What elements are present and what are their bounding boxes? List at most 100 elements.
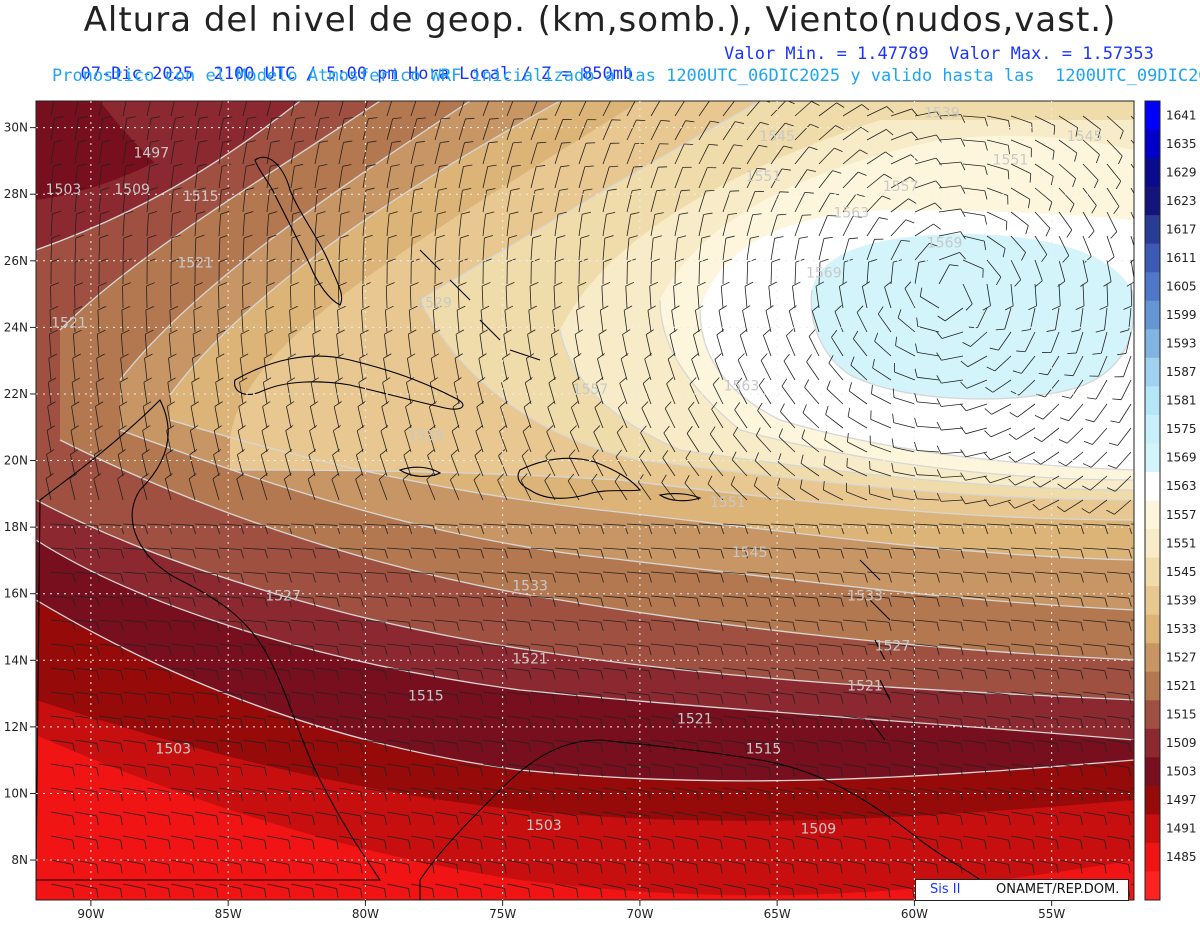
wind-barb	[960, 355, 988, 368]
wind-barb	[626, 691, 652, 704]
wind-barb	[386, 835, 411, 850]
wind-barb	[434, 234, 445, 261]
wind-barb	[504, 305, 514, 333]
contour-label: 1527	[265, 588, 301, 604]
wind-barb	[524, 377, 533, 405]
wind-barb	[698, 547, 724, 559]
wind-barb	[834, 305, 844, 333]
wind-barb	[50, 282, 60, 309]
wind-barb	[674, 523, 701, 535]
wind-barb	[890, 198, 917, 213]
min-max-values: Valor Min. = 1.47789 Valor Max. = 1.5735…	[724, 44, 1154, 64]
wind-barb	[868, 485, 892, 501]
wind-barb	[337, 305, 346, 333]
wind-barb	[144, 329, 154, 357]
wind-barb	[410, 523, 437, 535]
wind-barb	[554, 142, 571, 165]
wind-barb	[770, 835, 795, 850]
wind-barb	[1032, 475, 1060, 488]
wind-barb	[914, 180, 942, 189]
colorbar-swatch	[1145, 614, 1160, 644]
wind-barb	[266, 835, 291, 850]
wind-barb	[146, 667, 172, 680]
wind-barb	[122, 763, 147, 777]
wind-barb	[482, 691, 508, 704]
contour-label: 1527	[875, 638, 911, 654]
x-tick-label: 90W	[77, 907, 104, 921]
wind-barb	[98, 715, 124, 728]
wind-barb	[650, 212, 664, 237]
wind-barb	[530, 835, 555, 850]
wind-barb	[626, 619, 652, 632]
wind-barb	[170, 643, 196, 656]
wind-barb	[1082, 787, 1107, 801]
wind-barb	[1010, 835, 1035, 850]
colorbar-label: 1521	[1166, 679, 1197, 693]
wind-barb	[266, 211, 278, 237]
wind-barb	[74, 163, 87, 189]
wind-barb	[842, 571, 868, 583]
wind-barb	[290, 811, 315, 825]
colorbar-label: 1611	[1166, 251, 1197, 265]
wind-barb	[338, 523, 365, 535]
wind-barb	[213, 425, 222, 453]
wind-barb	[290, 187, 303, 213]
map-title: Altura del nivel de geop. (km,somb.), Vi…	[83, 0, 1117, 40]
wind-barb	[482, 787, 507, 801]
wind-barb	[1058, 211, 1073, 238]
wind-barb	[842, 104, 870, 117]
wind-barb	[404, 425, 413, 453]
wind-barb	[938, 547, 964, 559]
colorbar-label: 1497	[1166, 793, 1197, 807]
colorbar-swatch	[1145, 329, 1160, 359]
wind-barb	[1034, 595, 1060, 607]
wind-barb	[266, 883, 291, 898]
wind-barb	[146, 595, 172, 607]
wind-barb	[1034, 691, 1060, 704]
wind-barb	[1010, 715, 1036, 728]
wind-barb	[242, 691, 268, 704]
wind-barb	[914, 859, 939, 874]
colorbar-label: 1545	[1166, 565, 1197, 579]
wind-barb	[712, 377, 724, 405]
wind-barb	[434, 811, 459, 825]
x-tick-label: 80W	[352, 907, 379, 921]
wind-barb	[914, 667, 940, 680]
wind-barb	[336, 329, 345, 357]
wind-barb	[170, 787, 195, 801]
wind-barb	[410, 715, 436, 728]
wind-barb	[458, 211, 471, 237]
wind-barb	[290, 571, 316, 583]
wind-barb	[236, 473, 245, 501]
wind-barb	[503, 329, 512, 357]
wind-barb	[914, 811, 939, 825]
wind-barb	[842, 193, 865, 213]
credit-right: ONAMET/REP.DOM.	[996, 882, 1120, 897]
wind-barb	[722, 619, 748, 632]
wind-barb	[265, 305, 274, 333]
wind-barb	[602, 763, 627, 777]
wind-barb	[619, 377, 628, 405]
wind-barb	[869, 435, 892, 453]
wind-barb	[74, 763, 99, 777]
wind-barb	[314, 739, 340, 753]
contour-label: 1533	[847, 588, 883, 604]
wind-barb	[647, 305, 656, 333]
wind-barb	[288, 329, 298, 357]
colorbar-label: 1557	[1166, 508, 1197, 522]
wind-barb	[361, 305, 370, 333]
wind-barb	[338, 667, 364, 680]
wind-barb	[650, 235, 662, 261]
colorbar-label: 1563	[1166, 479, 1197, 493]
y-tick-label: 20N	[4, 454, 28, 468]
wind-barb	[74, 523, 101, 535]
wind-barb	[1009, 403, 1036, 418]
wind-barb	[146, 210, 158, 237]
contour-label: 1551	[746, 169, 782, 185]
wind-barb	[1106, 667, 1132, 680]
wind-barb	[962, 187, 988, 200]
credit-left: Sis II	[930, 882, 961, 897]
wind-barb	[93, 473, 102, 501]
wind-barb	[1106, 691, 1132, 704]
wind-barb	[355, 473, 364, 501]
